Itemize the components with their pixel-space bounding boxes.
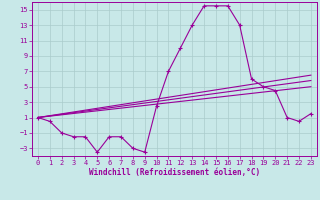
X-axis label: Windchill (Refroidissement éolien,°C): Windchill (Refroidissement éolien,°C): [89, 168, 260, 177]
